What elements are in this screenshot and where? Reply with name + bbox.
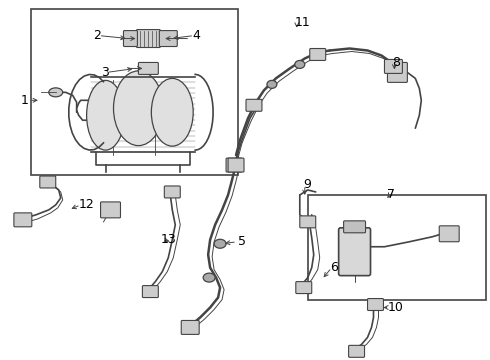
- Bar: [31, 9, 238, 175]
- FancyBboxPatch shape: [100, 202, 121, 218]
- FancyBboxPatch shape: [388, 62, 407, 82]
- FancyBboxPatch shape: [138, 62, 158, 75]
- Text: 3: 3: [100, 66, 108, 79]
- FancyBboxPatch shape: [181, 320, 199, 334]
- FancyBboxPatch shape: [14, 213, 32, 227]
- Text: 11: 11: [295, 16, 311, 29]
- FancyBboxPatch shape: [228, 158, 244, 172]
- Text: 8: 8: [392, 56, 400, 69]
- FancyBboxPatch shape: [159, 31, 177, 46]
- Text: 9: 9: [303, 179, 311, 192]
- Ellipse shape: [267, 80, 277, 88]
- Ellipse shape: [295, 60, 305, 68]
- Text: 5: 5: [238, 235, 246, 248]
- FancyBboxPatch shape: [136, 30, 160, 48]
- FancyBboxPatch shape: [439, 226, 459, 242]
- FancyBboxPatch shape: [123, 31, 137, 46]
- FancyBboxPatch shape: [143, 285, 158, 298]
- Ellipse shape: [49, 88, 63, 97]
- FancyBboxPatch shape: [296, 282, 312, 293]
- Text: 1: 1: [21, 94, 29, 107]
- Text: 12: 12: [78, 198, 95, 211]
- FancyBboxPatch shape: [348, 345, 365, 357]
- FancyBboxPatch shape: [339, 228, 370, 276]
- Text: 13: 13: [160, 233, 176, 246]
- Ellipse shape: [151, 78, 193, 146]
- FancyBboxPatch shape: [164, 186, 180, 198]
- FancyBboxPatch shape: [310, 49, 326, 60]
- Text: 10: 10: [388, 301, 403, 314]
- Text: 4: 4: [192, 29, 200, 42]
- Text: 2: 2: [93, 29, 100, 42]
- Ellipse shape: [87, 80, 124, 150]
- FancyBboxPatch shape: [300, 216, 316, 228]
- FancyBboxPatch shape: [246, 99, 262, 111]
- FancyBboxPatch shape: [368, 298, 384, 310]
- FancyBboxPatch shape: [226, 158, 242, 172]
- Text: 6: 6: [330, 261, 338, 274]
- FancyBboxPatch shape: [343, 221, 366, 233]
- Ellipse shape: [114, 71, 163, 146]
- Text: 7: 7: [388, 188, 395, 202]
- FancyBboxPatch shape: [40, 176, 56, 188]
- Ellipse shape: [214, 239, 226, 248]
- Bar: [308, 195, 486, 300]
- Ellipse shape: [203, 273, 215, 282]
- FancyBboxPatch shape: [385, 59, 402, 73]
